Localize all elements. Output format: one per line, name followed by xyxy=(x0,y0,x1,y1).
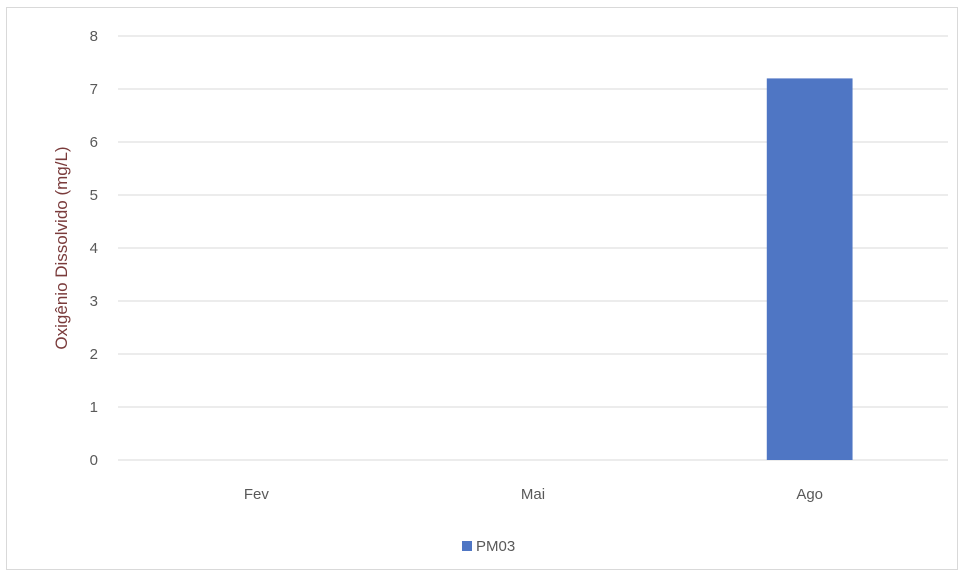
legend: PM03 xyxy=(462,538,515,555)
x-tick-label-fev: Fev xyxy=(244,486,270,503)
y-tick-label: 5 xyxy=(90,187,98,204)
legend-swatch xyxy=(462,541,472,551)
y-tick-label: 4 xyxy=(90,240,98,257)
y-tick-label: 2 xyxy=(90,346,98,363)
bars xyxy=(766,78,853,461)
y-axis-ticks: 0 1 2 3 4 5 6 7 8 xyxy=(90,28,98,469)
legend-label: PM03 xyxy=(476,538,515,555)
x-tick-label-ago: Ago xyxy=(796,486,823,503)
y-tick-label: 6 xyxy=(90,134,98,151)
y-tick-label: 0 xyxy=(90,452,98,469)
y-tick-label: 8 xyxy=(90,28,98,45)
bar-ago xyxy=(766,78,853,461)
y-tick-label: 1 xyxy=(90,399,98,416)
x-tick-label-mai: Mai xyxy=(521,486,545,503)
y-tick-label: 3 xyxy=(90,293,98,310)
x-axis-ticks: Fev Mai Ago xyxy=(244,486,823,503)
y-tick-label: 7 xyxy=(90,81,98,98)
y-axis-title: Oxigênio Dissolvido (mg/L) xyxy=(52,146,71,349)
